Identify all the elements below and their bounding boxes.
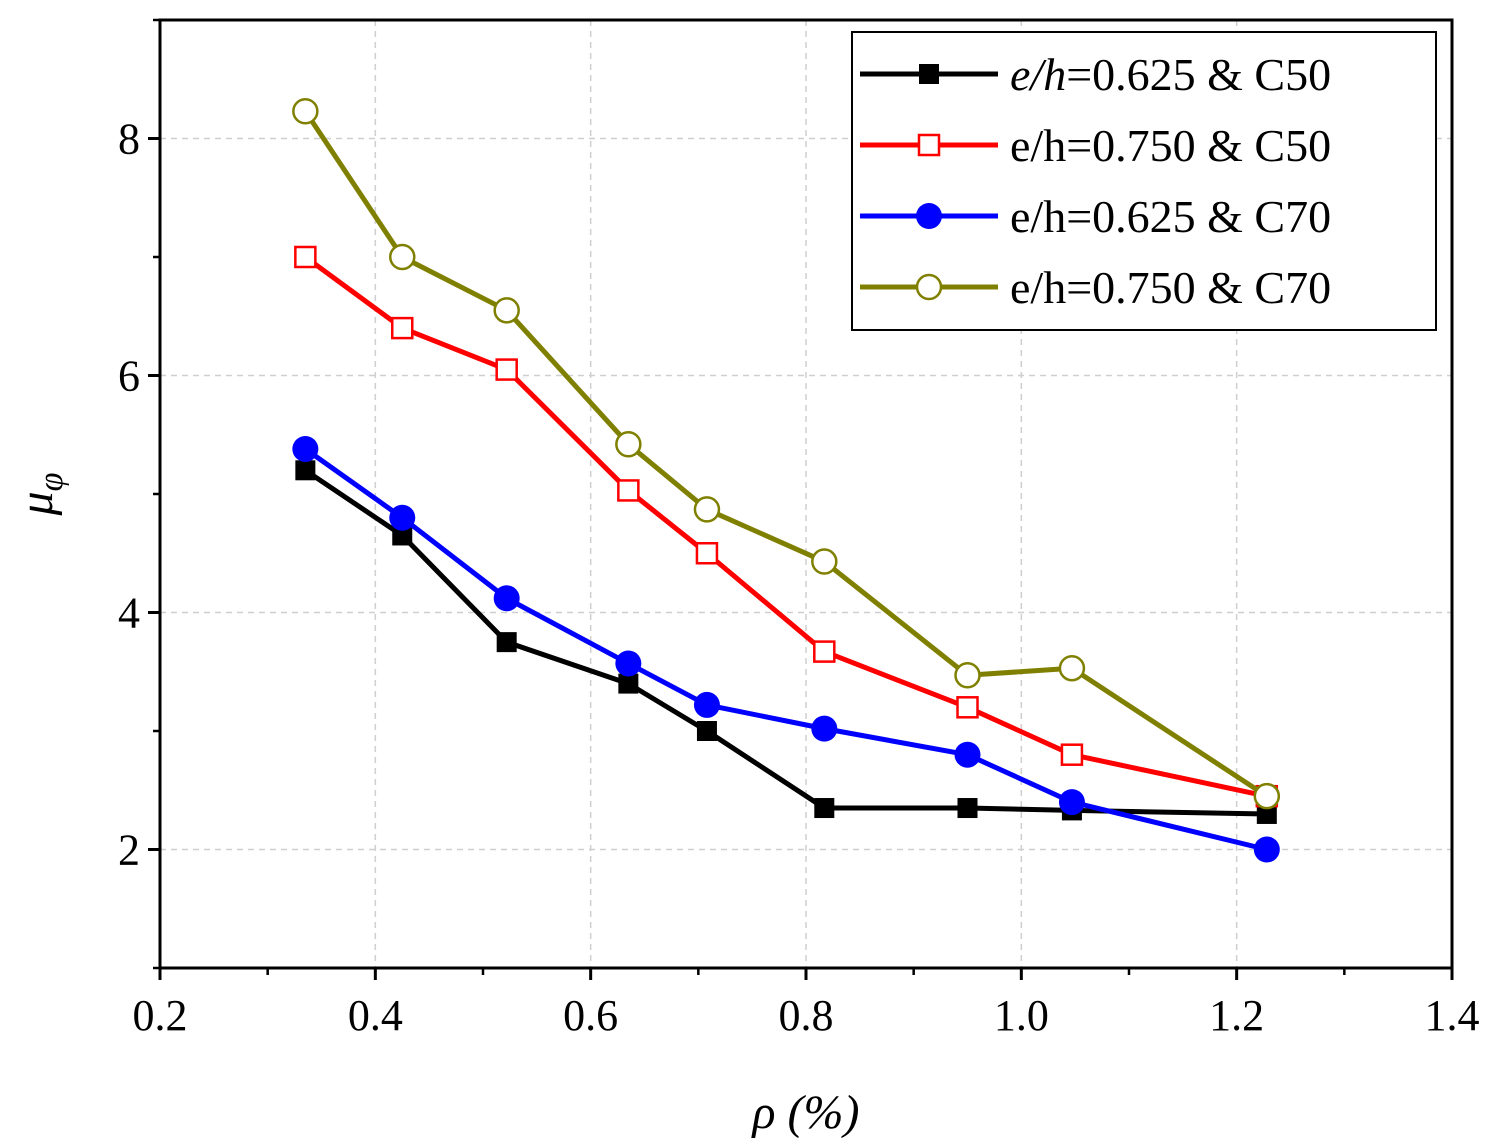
y-tick-label: 4 <box>118 589 140 638</box>
data-point <box>693 496 721 523</box>
axes: 0.2 0.4 0.6 0.8 1.0 1.2 1.4 2 4 6 8 <box>118 18 1480 1040</box>
data-point <box>496 632 517 653</box>
data-point <box>814 798 835 819</box>
data-point <box>811 715 838 742</box>
legend-item-2: e/h=0.750 & C50 <box>860 120 1331 171</box>
data-point <box>389 504 416 531</box>
data-point <box>954 662 981 689</box>
legend-marker <box>917 133 941 157</box>
data-point <box>695 542 719 565</box>
data-point <box>493 585 520 612</box>
x-tick-label: 1.2 <box>1209 991 1264 1040</box>
legend-label: e/h=0.750 & C70 <box>1010 262 1331 313</box>
data-point <box>292 97 319 125</box>
legend-label-rest: =0.625 & C50 <box>1066 49 1331 100</box>
x-tick-label: 0.4 <box>348 991 403 1040</box>
data-point <box>1058 654 1086 682</box>
y-axis-subscript: φ <box>33 473 70 492</box>
y-tick-label: 2 <box>118 826 140 875</box>
x-tick-label: 0.6 <box>563 991 618 1040</box>
data-point <box>618 673 639 694</box>
y-axis-symbol: μ <box>10 491 63 516</box>
data-point <box>696 721 717 741</box>
legend-label: e/h=0.625 & C50 <box>1010 49 1331 100</box>
data-point <box>811 548 838 575</box>
series-line <box>303 446 1268 852</box>
data-point <box>956 696 979 719</box>
data-point <box>1058 789 1085 816</box>
series-layer <box>292 97 1281 863</box>
legend-item-3: e/h=0.625 & C70 <box>860 191 1331 242</box>
x-tick-label: 0.8 <box>779 991 834 1040</box>
legend-label: e/h=0.625 & C70 <box>1010 191 1331 242</box>
data-point <box>957 798 978 819</box>
data-point <box>294 245 317 269</box>
data-point <box>617 479 640 502</box>
series-line <box>303 468 1267 817</box>
legend-marker <box>916 203 942 229</box>
data-point <box>493 297 520 324</box>
series-1 <box>295 460 1277 824</box>
x-axis-title: ρ (%) <box>751 1086 860 1139</box>
legend-item-1: e/h=0.625 & C50 <box>860 49 1331 100</box>
data-point <box>391 316 414 340</box>
data-point <box>1256 803 1277 824</box>
data-point <box>295 460 316 481</box>
legend: e/h=0.625 & C50 e/h=0.750 & C50 e/h=0.625 … <box>851 31 1437 331</box>
data-point <box>495 358 518 381</box>
legend-label: e/h=0.750 & C50 <box>1010 120 1331 171</box>
data-point <box>813 640 836 663</box>
data-point <box>954 741 981 768</box>
series-line <box>303 254 1268 799</box>
legend-label-italic: e/h <box>1010 49 1066 100</box>
legend-box <box>851 31 1437 331</box>
series-3 <box>292 435 1280 863</box>
data-point <box>615 650 642 677</box>
y-axis-title: μφ <box>10 473 70 517</box>
legend-marker <box>915 273 943 301</box>
data-point <box>392 525 413 546</box>
legend-item-4: e/h=0.750 & C70 <box>860 262 1331 313</box>
y-tick-label: 8 <box>118 115 140 164</box>
legend-marker <box>919 64 939 84</box>
series-4 <box>292 97 1281 810</box>
x-tick-label: 0.2 <box>133 991 188 1040</box>
data-point <box>292 435 319 462</box>
y-tick-label: 6 <box>118 352 140 401</box>
data-point <box>389 243 416 271</box>
x-tick-label: 1.0 <box>994 991 1049 1040</box>
data-point <box>1253 836 1280 863</box>
data-point <box>1060 743 1084 766</box>
data-point <box>1253 782 1281 810</box>
data-point <box>615 430 642 458</box>
data-point <box>693 691 720 718</box>
x-tick-label: 1.4 <box>1425 991 1480 1040</box>
